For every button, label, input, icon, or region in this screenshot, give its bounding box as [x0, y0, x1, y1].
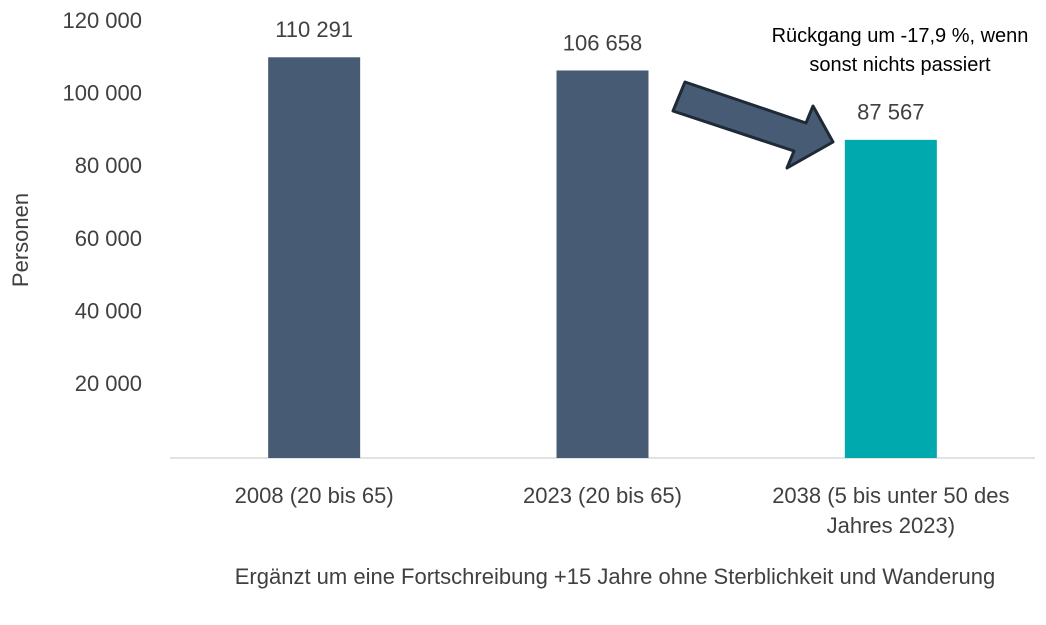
y-tick-label: 120 000	[62, 8, 142, 33]
bar	[268, 57, 361, 458]
data-label: 106 658	[563, 30, 643, 55]
y-tick-label: 100 000	[62, 80, 142, 105]
y-tick-label: 20 000	[75, 371, 142, 396]
arrow	[671, 80, 835, 170]
x-tick-label: 2038 (5 bis unter 50 des Jahres 2023)	[772, 483, 1010, 538]
bar	[556, 70, 649, 458]
x-tick-label: 2023 (20 bis 65)	[523, 483, 682, 508]
x-axis-title: Ergänzt um eine Fortschreibung +15 Jahre…	[234, 564, 996, 589]
bar	[844, 139, 937, 458]
y-tick-label: 80 000	[75, 153, 142, 178]
y-tick-label: 40 000	[75, 298, 142, 323]
y-tick-label: 60 000	[75, 226, 142, 251]
data-label: 87 567	[857, 100, 924, 125]
x-tick-label: 2008 (20 bis 65)	[234, 483, 394, 508]
y-axis-title: Personen	[8, 193, 33, 287]
data-label: 110 291	[275, 17, 353, 42]
annotation: Rückgang um -17,9 %, wenn sonst nichts p…	[771, 25, 1029, 76]
